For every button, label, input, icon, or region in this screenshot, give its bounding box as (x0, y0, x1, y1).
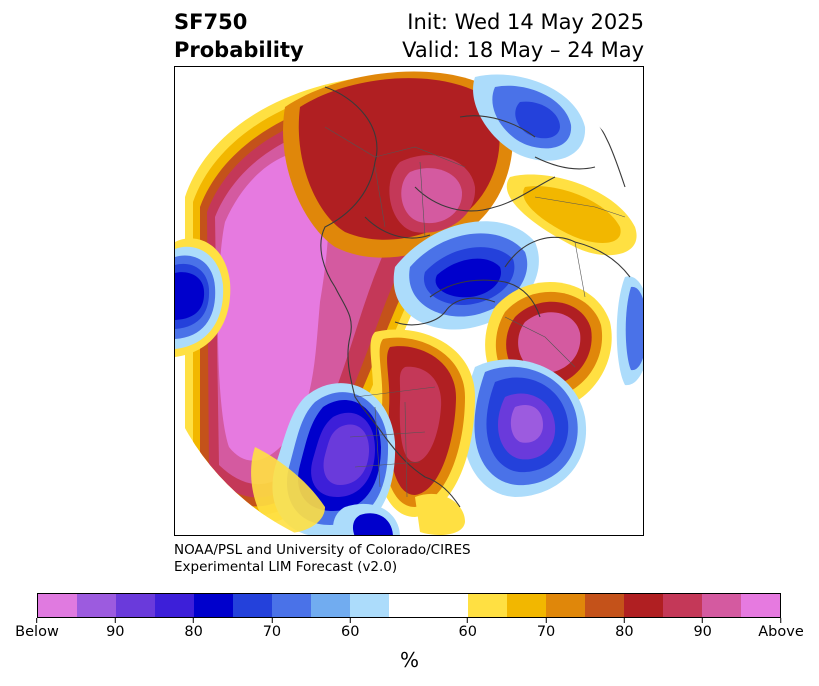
colorbar-ticks: Below 90 80 70 60 60 70 80 90 Above (15, 618, 804, 648)
forecast-map (174, 66, 644, 536)
anomaly-westpacific-below (175, 238, 231, 357)
tick-mark (780, 618, 782, 623)
anomaly-rightedge-below (616, 276, 643, 386)
coastlines (320, 86, 631, 508)
colorbar-tick: 70 (537, 618, 555, 641)
colorbar-tick: 60 (341, 618, 359, 641)
anomaly-south-below (333, 503, 400, 535)
init-date: Init: Wed 14 May 2025 (407, 10, 644, 34)
colorbar-swatch (584, 594, 624, 617)
anomaly-northeast-below (473, 74, 586, 161)
product-title: Probability (174, 38, 304, 62)
colorbar-swatch (194, 594, 234, 617)
tick-label: 80 (615, 624, 634, 640)
colorbar-unit-label: % (399, 648, 419, 672)
tick-label: Below (15, 624, 59, 640)
tick-mark (623, 618, 625, 623)
anomaly-atlantic-below (462, 359, 587, 497)
colorbar-swatch (740, 594, 780, 617)
colorbar-tick: 80 (184, 618, 203, 641)
political-borders (324, 126, 626, 498)
tick-mark (545, 618, 547, 623)
tick-label: 70 (262, 624, 282, 640)
colorbar-tick: 90 (693, 618, 712, 641)
colorbar-swatch (155, 594, 195, 617)
title-block-right: Init: Wed 14 May 2025 Valid: 18 May – 24… (402, 8, 644, 64)
colorbar-swatch (272, 594, 312, 617)
tick-label: 80 (184, 624, 203, 640)
colorbar-tick: Below (15, 618, 59, 641)
colorbar (37, 593, 781, 618)
tick-mark (702, 618, 704, 623)
variable-title: SF750 (174, 10, 248, 34)
colorbar-swatch (38, 594, 78, 617)
colorbar-swatch (350, 594, 390, 617)
colorbar-tick: 80 (615, 618, 634, 641)
colorbar-swatch (701, 594, 741, 617)
tick-mark (193, 618, 195, 623)
tick-label: 90 (106, 624, 125, 640)
colorbar-swatch (233, 594, 273, 617)
tick-mark (271, 618, 273, 623)
credit-line-1: NOAA/PSL and University of Colorado/CIRE… (174, 542, 471, 558)
anomaly-bottom-above (251, 447, 465, 535)
anomaly-eastus-above (370, 329, 475, 517)
tick-mark (36, 618, 38, 623)
colorbar-swatch (77, 594, 117, 617)
colorbar-swatch (116, 594, 156, 617)
tick-label: 90 (693, 624, 712, 640)
tick-label: 60 (341, 624, 360, 640)
colorbar-swatch (467, 594, 507, 617)
anomaly-north-above (283, 71, 513, 258)
colorbar-swatch (662, 594, 702, 617)
credit-line-2: Experimental LIM Forecast (v2.0) (174, 559, 398, 575)
colorbar-tick: 70 (263, 618, 281, 641)
colorbar-swatch (389, 594, 468, 617)
probability-map-canvas (175, 67, 643, 535)
colorbar-swatch (623, 594, 663, 617)
tick-label: 70 (536, 624, 556, 640)
colorbar-tick: Above (758, 618, 804, 641)
title-block-left: SF750 Probability (174, 8, 304, 64)
probability-shading (175, 67, 643, 535)
anomaly-eastasia-above (506, 174, 637, 256)
tick-label: 60 (458, 624, 477, 640)
credit-text: NOAA/PSL and University of Colorado/CIRE… (174, 542, 471, 576)
colorbar-tick: 90 (106, 618, 125, 641)
colorbar-tick: 60 (459, 618, 477, 641)
tick-mark (349, 618, 351, 623)
colorbar-swatch (506, 594, 546, 617)
tick-label: Above (758, 624, 804, 640)
colorbar-swatch (311, 594, 351, 617)
tick-mark (114, 618, 116, 623)
colorbar-swatch (545, 594, 585, 617)
valid-range: Valid: 18 May – 24 May (402, 38, 644, 62)
tick-mark (467, 618, 469, 623)
